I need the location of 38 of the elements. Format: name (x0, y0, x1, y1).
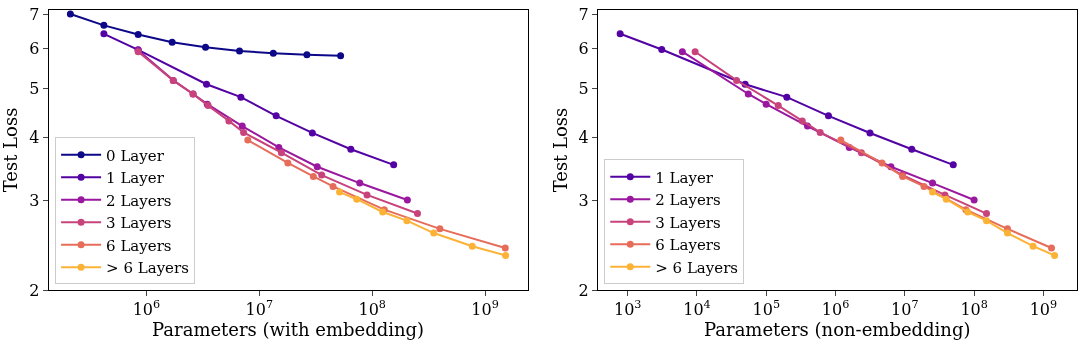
x-tick-label: 10$^{9}$ (471, 298, 499, 320)
y-tick-label: 7 (29, 4, 40, 24)
y-tick-label: 3 (578, 191, 589, 211)
y-tick-label: 4 (29, 127, 40, 147)
legend-label: > 6 Layers (106, 259, 189, 277)
legend-label: 1 Layer (106, 169, 165, 187)
legend-label: 3 Layers (655, 213, 721, 232)
x-tick-label: 10$^{9}$ (1029, 298, 1058, 320)
y-tick-label: 3 (29, 191, 40, 211)
x-tick-label: 10$^{3}$ (613, 298, 642, 320)
x-axis-title: Parameters (non-embedding) (704, 319, 971, 341)
y-tick-label: 4 (578, 127, 589, 147)
x-tick-label: 10$^{6}$ (132, 298, 161, 320)
legend-label: 2 Layers (106, 191, 172, 210)
y-tick-label: 6 (29, 38, 40, 58)
y-tick-label: 2 (29, 280, 40, 300)
y-tick-label: 5 (29, 78, 40, 98)
y-tick-label: 5 (578, 78, 589, 98)
x-tick-label: 10$^{6}$ (821, 298, 850, 320)
legend-label: 3 Layers (106, 214, 172, 232)
legend-label: 2 Layers (655, 191, 721, 209)
y-tick-label: 6 (578, 38, 589, 58)
y-tick-label: 7 (578, 4, 589, 24)
y-tick-label: 2 (578, 280, 589, 300)
x-tick-label: 10$^{7}$ (245, 298, 274, 320)
y-axis-title: Test Loss (0, 107, 22, 193)
x-tick-label: 10$^{7}$ (891, 298, 919, 320)
legend-label: 1 Layer (655, 168, 714, 187)
legend-label: 0 Layer (106, 146, 165, 165)
legend-label: 6 Layers (655, 236, 721, 254)
legend-label: > 6 Layers (655, 258, 739, 277)
x-tick-label: 10$^{5}$ (752, 298, 781, 320)
x-tick-label: 10$^{8}$ (358, 298, 386, 320)
x-tick-label: 10$^{4}$ (683, 298, 711, 320)
x-tick-label: 10$^{8}$ (960, 298, 988, 320)
y-axis-title: Test Loss (549, 107, 571, 193)
x-axis-title: Parameters (with embedding) (152, 319, 425, 341)
legend-label: 6 Layers (106, 236, 172, 255)
